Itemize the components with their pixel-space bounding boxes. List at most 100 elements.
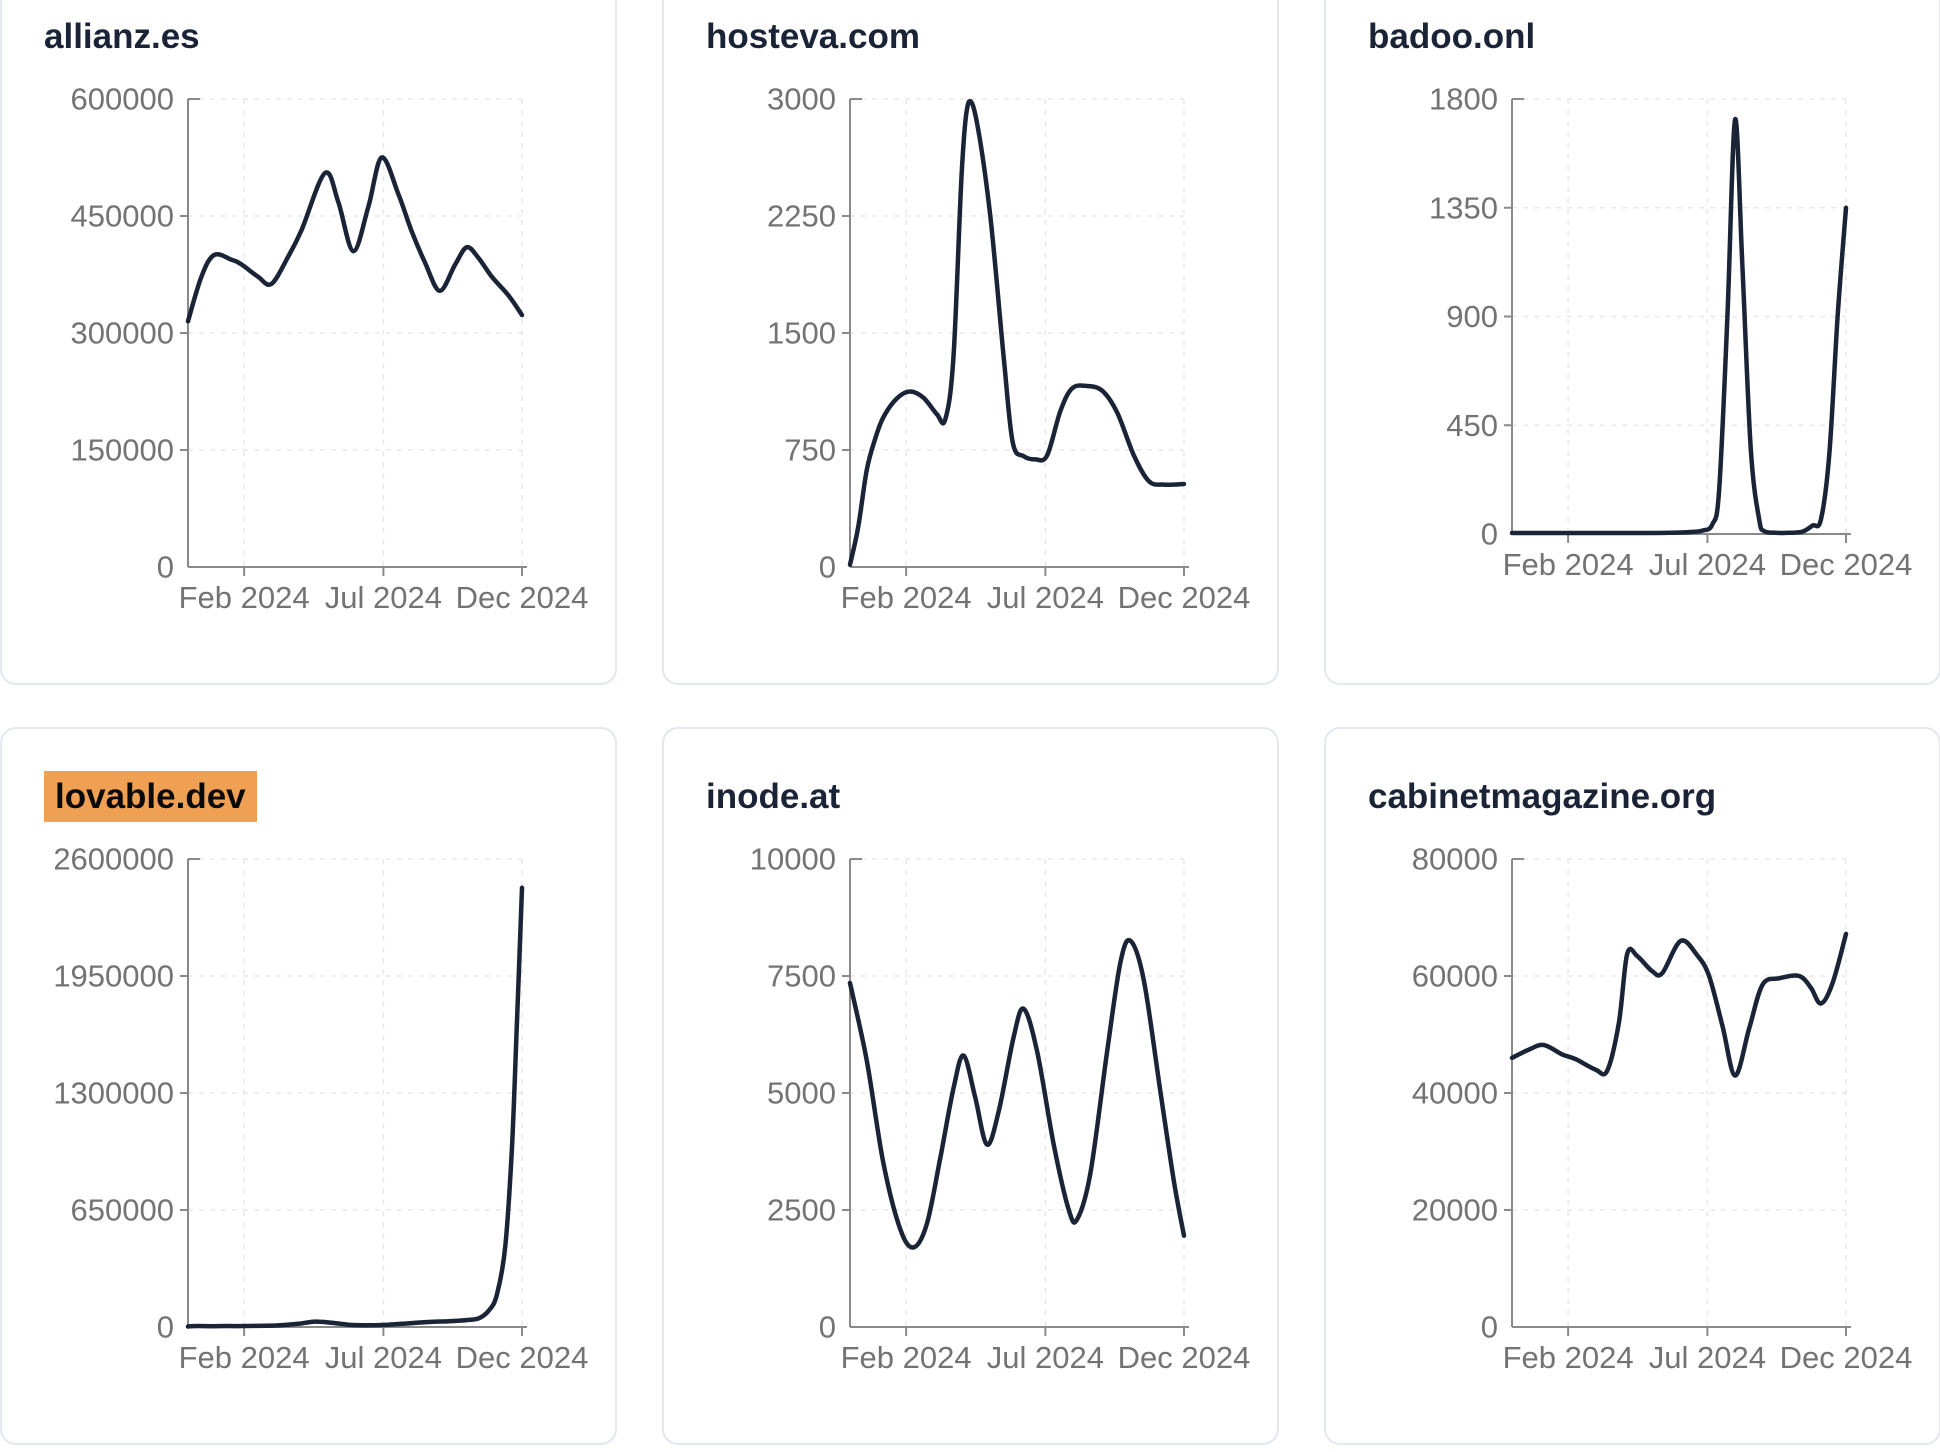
y-tick-label: 300000 (71, 316, 174, 351)
y-tick-label: 2600000 (53, 842, 174, 877)
y-tick-label: 450000 (71, 199, 174, 234)
x-tick-label: Feb 2024 (179, 1340, 310, 1375)
x-axis (188, 566, 527, 576)
card-title: allianz.es (44, 17, 615, 57)
gridlines (850, 858, 1185, 1327)
y-tick-labels: 0 450 900 1350 1800 (1429, 82, 1498, 552)
domain-card-badoo-onl[interactable]: badoo.onl 0 450 900 1350 1800 Feb 2024 Jul 202… (1324, 0, 1940, 685)
y-tick-label: 7500 (767, 959, 836, 994)
gridlines (188, 858, 523, 1327)
y-axis (842, 98, 862, 567)
x-tick-labels: Feb 2024 Jul 2024 Dec 2024 (179, 580, 589, 615)
trend-chart-svg: 0 150000 300000 450000 600000 Feb 2024 Jul 202… (71, 82, 589, 616)
y-tick-label: 3000 (767, 82, 836, 117)
series-line (847, 99, 1187, 567)
y-tick-label: 80000 (1412, 842, 1498, 877)
y-tick-label: 1800 (1429, 82, 1498, 117)
y-tick-labels: 0 2500 5000 7500 10000 (750, 842, 836, 1345)
card-title: inode.at (706, 777, 1277, 817)
x-tick-label: Jul 2024 (987, 1340, 1104, 1375)
card-title: cabinetmagazine.org (1368, 777, 1939, 817)
y-axis (180, 858, 200, 1327)
x-tick-labels: Feb 2024 Jul 2024 Dec 2024 (1503, 1340, 1913, 1375)
x-tick-label: Feb 2024 (1503, 547, 1634, 582)
y-axis (180, 98, 200, 567)
domain-name: badoo.onl (1368, 17, 1536, 56)
y-tick-label: 0 (819, 1310, 836, 1345)
gridlines (1512, 98, 1847, 534)
trend-chart-svg: 0 2500 5000 7500 10000 Feb 2024 Jul 2024 Dec 20… (750, 842, 1251, 1376)
x-axis (1512, 1326, 1851, 1336)
domain-name: allianz.es (44, 17, 200, 56)
domain-card-hosteva-com[interactable]: hosteva.com 0 750 1500 2250 3000 Feb 2024 Jul … (662, 0, 1279, 685)
x-tick-label: Dec 2024 (456, 580, 589, 615)
domain-card-inode-at[interactable]: inode.at 0 2500 5000 7500 10000 Feb 2024 Jul 2… (662, 727, 1279, 1445)
domain-card-allianz-es[interactable]: allianz.es 0 150000 300000 450000 600000 Feb … (0, 0, 617, 685)
domain-name: inode.at (706, 777, 841, 816)
trend-chart-svg: 0 450 900 1350 1800 Feb 2024 Jul 2024 Dec 2024 (1429, 82, 1913, 583)
x-tick-label: Dec 2024 (1780, 547, 1913, 582)
y-axis (1504, 98, 1524, 534)
y-tick-label: 40000 (1412, 1076, 1498, 1111)
y-tick-label: 2500 (767, 1193, 836, 1228)
y-tick-label: 1350 (1429, 190, 1498, 225)
x-tick-label: Feb 2024 (841, 1340, 972, 1375)
x-tick-label: Dec 2024 (1780, 1340, 1913, 1375)
y-tick-label: 600000 (71, 82, 174, 117)
y-tick-label: 0 (157, 550, 174, 585)
y-tick-label: 1500 (767, 316, 836, 351)
x-tick-labels: Feb 2024 Jul 2024 Dec 2024 (179, 1340, 589, 1375)
domain-card-lovable-dev[interactable]: lovable.dev 0 650000 1300000 1950000 2600000… (0, 727, 617, 1445)
y-tick-label: 0 (1481, 1310, 1498, 1345)
card-title: lovable.dev (44, 771, 615, 822)
domain-card-cabinetmagazine-org[interactable]: cabinetmagazine.org 0 20000 40000 60000 8000… (1324, 727, 1940, 1445)
y-tick-label: 0 (157, 1310, 174, 1345)
x-tick-label: Feb 2024 (1503, 1340, 1634, 1375)
domain-name: hosteva.com (706, 17, 920, 56)
series-line (185, 885, 525, 1329)
y-tick-label: 5000 (767, 1076, 836, 1111)
y-tick-label: 650000 (71, 1193, 174, 1228)
y-axis (1504, 858, 1524, 1327)
domain-name: cabinetmagazine.org (1368, 777, 1717, 816)
y-tick-labels: 0 750 1500 2250 3000 (767, 82, 836, 585)
y-axis (842, 858, 862, 1327)
y-tick-label: 1950000 (53, 959, 174, 994)
x-tick-label: Jul 2024 (325, 1340, 442, 1375)
x-tick-label: Jul 2024 (987, 580, 1104, 615)
x-tick-label: Jul 2024 (325, 580, 442, 615)
y-tick-labels: 0 20000 40000 60000 80000 (1412, 842, 1498, 1345)
y-tick-label: 2250 (767, 199, 836, 234)
y-tick-label: 10000 (750, 842, 836, 877)
y-tick-label: 150000 (71, 433, 174, 468)
gridlines (1512, 858, 1847, 1327)
x-tick-label: Dec 2024 (1118, 1340, 1251, 1375)
y-tick-label: 1300000 (53, 1076, 174, 1111)
trend-chart-svg: 0 750 1500 2250 3000 Feb 2024 Jul 2024 Dec 2024 (767, 82, 1251, 616)
y-tick-label: 750 (784, 433, 836, 468)
y-tick-labels: 0 150000 300000 450000 600000 (71, 82, 174, 585)
x-tick-label: Dec 2024 (1118, 580, 1251, 615)
x-tick-labels: Feb 2024 Jul 2024 Dec 2024 (841, 1340, 1251, 1375)
domain-name: lovable.dev (44, 771, 257, 822)
y-tick-label: 20000 (1412, 1193, 1498, 1228)
y-tick-label: 0 (1481, 517, 1498, 552)
card-title: hosteva.com (706, 17, 1277, 57)
gridlines (188, 98, 523, 567)
x-tick-label: Jul 2024 (1649, 547, 1766, 582)
x-tick-label: Dec 2024 (456, 1340, 589, 1375)
series-line (1509, 931, 1849, 1078)
series-line (1509, 117, 1849, 536)
card-title: badoo.onl (1368, 17, 1939, 57)
series-line (185, 155, 525, 324)
y-tick-label: 900 (1446, 299, 1498, 334)
x-tick-labels: Feb 2024 Jul 2024 Dec 2024 (841, 580, 1251, 615)
x-axis (850, 566, 1189, 576)
x-tick-label: Feb 2024 (841, 580, 972, 615)
x-axis (188, 1326, 527, 1336)
y-tick-label: 60000 (1412, 959, 1498, 994)
x-axis (850, 1326, 1189, 1336)
y-tick-label: 450 (1446, 408, 1498, 443)
trend-chart-svg: 0 20000 40000 60000 80000 Feb 2024 Jul 2024 Dec… (1412, 842, 1913, 1376)
